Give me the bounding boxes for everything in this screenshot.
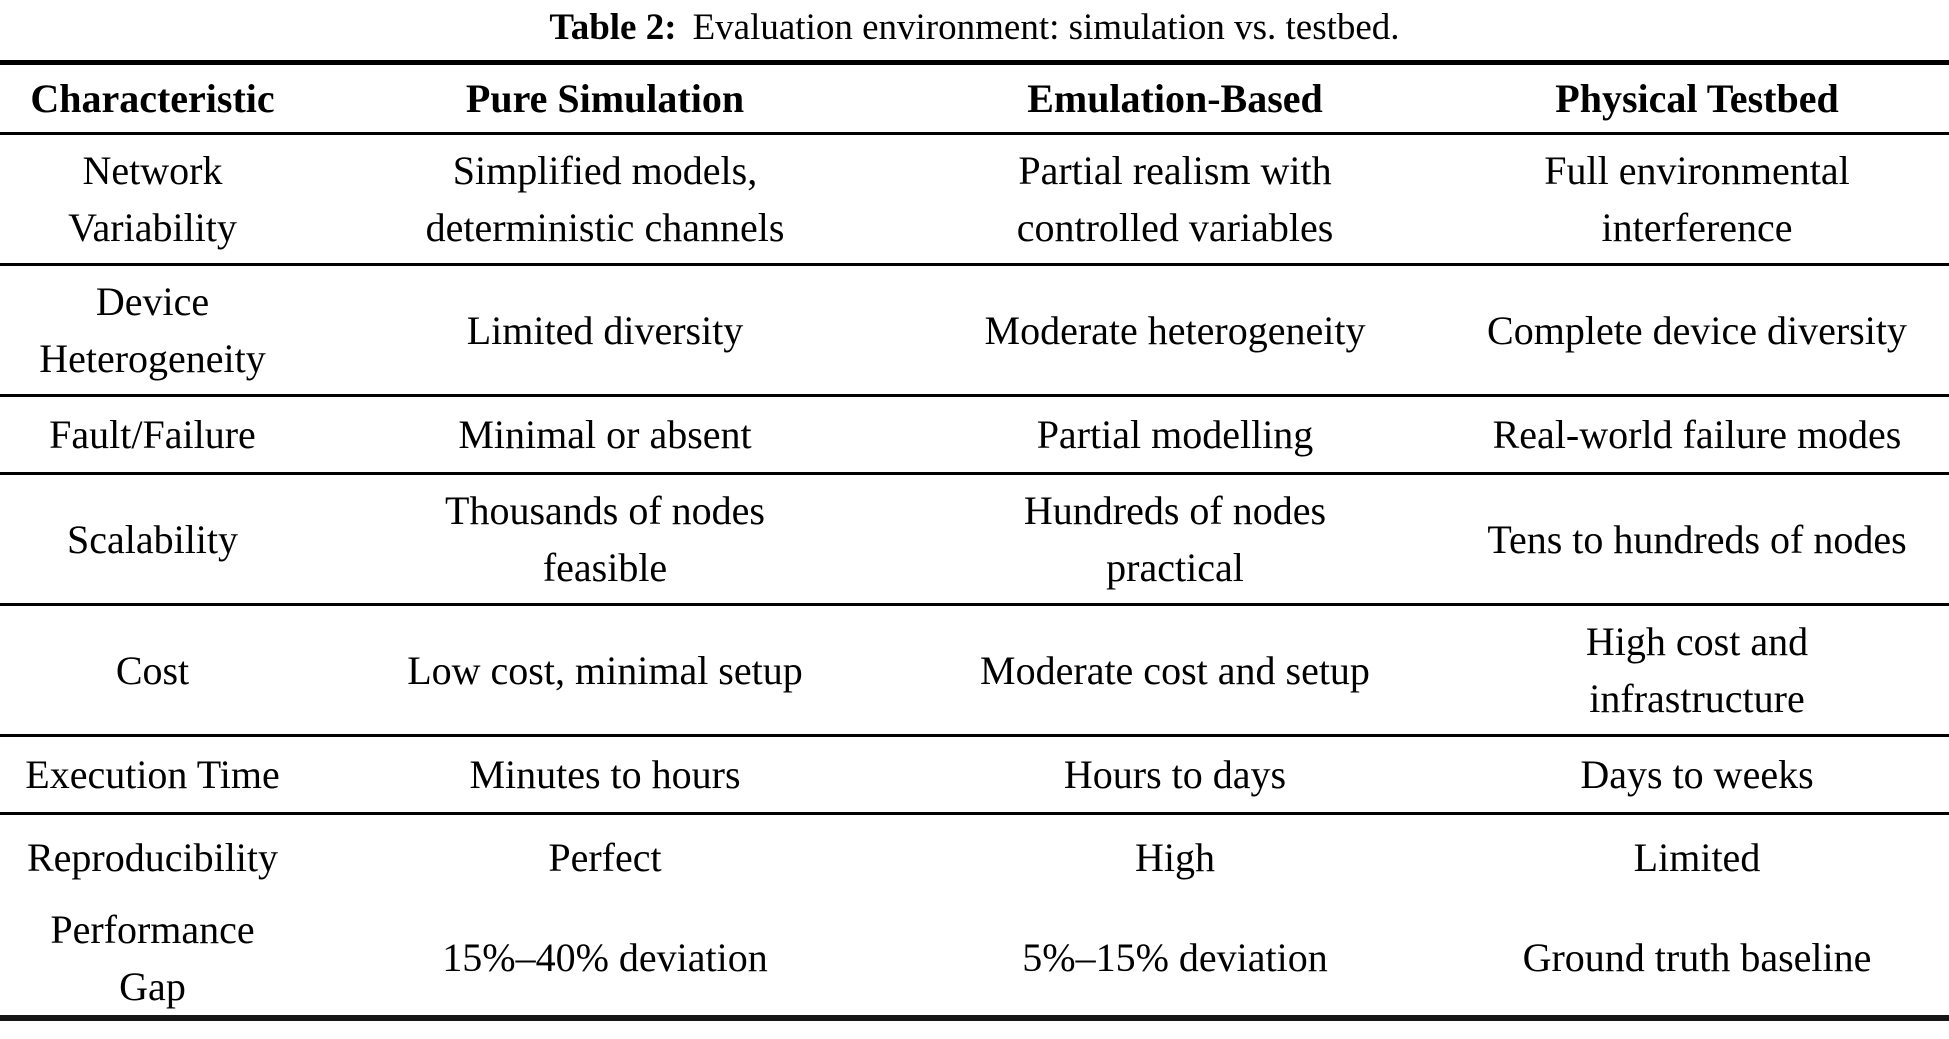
- table-row-performance-gap: Performance Gap 15%–40% deviation 5%–15%…: [0, 901, 1949, 1018]
- table-cell: Minutes to hours: [469, 752, 741, 797]
- table-cell: Full environmental interference: [1544, 148, 1850, 250]
- table-caption: Table 2: Evaluation environment: simulati…: [0, 4, 1949, 52]
- column-header-physical-testbed: Physical Testbed: [1555, 76, 1839, 121]
- table-caption-text: Evaluation environment: simulation vs. t…: [692, 7, 1400, 48]
- table-cell: Moderate heterogeneity: [984, 307, 1366, 353]
- table-cell: Ground truth baseline: [1522, 935, 1872, 980]
- table-cell: Real-world failure modes: [1492, 412, 1902, 457]
- table-cell: High cost and infrastructure: [1585, 619, 1809, 721]
- table-row-device-heterogeneity: Device Heterogeneity Limited diversity M…: [0, 265, 1949, 396]
- table-caption-label: Table 2:: [549, 7, 677, 48]
- column-header-characteristic: Characteristic: [30, 76, 275, 121]
- table-header-row: Characteristic Pure Simulation Emulation…: [0, 63, 1949, 134]
- table-cell: Partial modelling: [1036, 412, 1314, 457]
- table-row-reproducibility: Reproducibility Perfect High Limited: [0, 814, 1949, 901]
- table-cell: Days to weeks: [1580, 752, 1814, 797]
- table-cell: Complete device diversity: [1487, 307, 1907, 353]
- table-row-network-variability: Network Variability Simplified models, d…: [0, 134, 1949, 265]
- table-cell: Hours to days: [1063, 752, 1287, 797]
- table-cell: Limited diversity: [466, 307, 744, 353]
- table-cell: Network Variability: [68, 148, 237, 250]
- table-cell: Limited: [1633, 835, 1761, 881]
- table-cell: Simplified models, deterministic channel…: [425, 148, 785, 250]
- table-cell: Partial realism with controlled variable…: [1016, 148, 1334, 250]
- table-cell: 15%–40% deviation: [442, 935, 768, 980]
- table-cell: Thousands of nodes feasible: [445, 488, 765, 590]
- table-cell: Cost: [115, 647, 190, 693]
- table-cell: 5%–15% deviation: [1022, 935, 1328, 980]
- table-cell: Fault/Failure: [49, 412, 256, 457]
- column-header-pure-simulation: Pure Simulation: [465, 76, 745, 121]
- table-cell: Reproducibility: [26, 835, 279, 881]
- table-cell: Scalability: [66, 516, 239, 562]
- column-header-emulation-based: Emulation-Based: [1027, 76, 1323, 121]
- table-row-cost: Cost Low cost, minimal setup Moderate co…: [0, 605, 1949, 736]
- table-cell: Perfect: [548, 835, 662, 881]
- table-cell: Low cost, minimal setup: [407, 647, 803, 693]
- table-cell: Tens to hundreds of nodes: [1487, 516, 1907, 562]
- table-cell: Device Heterogeneity: [39, 279, 266, 381]
- table-cell: High: [1135, 835, 1215, 881]
- table-cell: Moderate cost and setup: [980, 647, 1370, 693]
- table-row-execution-time: Execution Time Minutes to hours Hours to…: [0, 736, 1949, 814]
- table-row-fault-failure: Fault/Failure Minimal or absent Partial …: [0, 396, 1949, 474]
- table-cell: Minimal or absent: [458, 412, 752, 457]
- table-cell: Hundreds of nodes practical: [1023, 488, 1327, 590]
- comparison-table: Characteristic Pure Simulation Emulation…: [0, 60, 1949, 1021]
- table-row-scalability: Scalability Thousands of nodes feasible …: [0, 474, 1949, 605]
- table-cell: Performance Gap: [50, 906, 255, 1009]
- table-cell: Execution Time: [25, 752, 280, 797]
